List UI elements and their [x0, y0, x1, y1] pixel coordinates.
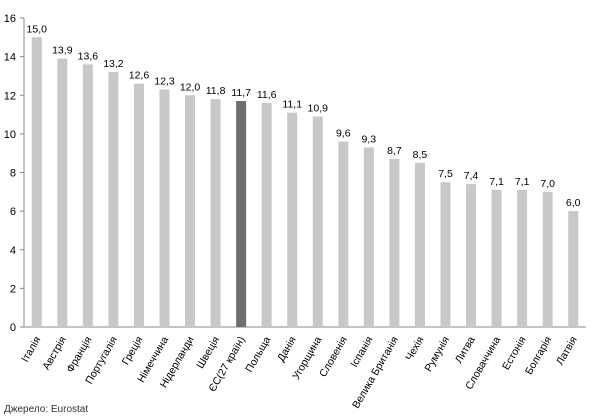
bar-11: [312, 116, 323, 328]
category-label-0: Італія: [19, 335, 43, 365]
bar-15: [414, 162, 425, 327]
data-label-15: 8,5: [413, 149, 428, 161]
bar-10: [287, 112, 298, 327]
data-label-0: 15,0: [27, 23, 48, 35]
bar-16: [440, 182, 451, 327]
data-label-2: 13,6: [78, 50, 99, 62]
bar-17: [466, 184, 477, 327]
data-label-18: 7,1: [489, 176, 504, 188]
data-label-11: 10,9: [308, 102, 329, 114]
bar-18: [491, 189, 502, 327]
y-axis-ticks: 0 2 4 6 8 10 12 14 16: [4, 13, 24, 334]
y-tick-label: 16: [4, 13, 16, 25]
data-labels-group: 15,0 13,9 13,6 13,2 12,6 12,3 12,0 11,8 11,7 11,6…: [27, 23, 581, 209]
category-label-15: Чехія: [403, 335, 426, 363]
bar-12: [338, 141, 349, 327]
y-tick-label: 6: [10, 206, 16, 218]
data-label-20: 7,0: [540, 178, 555, 190]
category-label-4: Греція: [120, 335, 146, 368]
bars-group: [31, 37, 579, 328]
data-label-17: 7,4: [464, 170, 479, 182]
data-label-7: 11,8: [206, 85, 226, 97]
y-tick-label: 14: [4, 52, 16, 64]
bar-4: [133, 83, 144, 327]
bar-6: [185, 95, 196, 327]
bar-0: [31, 37, 42, 327]
category-label-7: Швеція: [194, 335, 222, 371]
y-tick-label: 4: [10, 245, 16, 257]
bar-21: [568, 211, 579, 327]
data-label-9: 11,6: [257, 89, 277, 101]
data-label-5: 12,3: [154, 75, 175, 87]
bar-13: [363, 147, 374, 327]
source-note: Джерело: Eurostat: [4, 404, 89, 415]
bar-19: [517, 189, 528, 327]
data-label-10: 11,1: [282, 99, 302, 111]
bar-5: [159, 89, 170, 327]
data-label-19: 7,1: [515, 176, 530, 188]
data-label-16: 7,5: [438, 168, 453, 180]
category-label-21: Латвія: [554, 335, 580, 368]
y-tick-label: 8: [10, 168, 16, 180]
y-tick-label: 12: [4, 90, 16, 102]
y-tick-label: 10: [4, 129, 16, 141]
category-label-9: Польща: [243, 334, 273, 374]
bar-20: [542, 191, 553, 327]
data-label-13: 9,3: [362, 133, 377, 145]
bar-2: [82, 64, 93, 327]
data-label-6: 12,0: [180, 81, 201, 93]
y-tick-label: 0: [10, 322, 16, 334]
data-label-3: 13,2: [103, 58, 124, 70]
bar-7: [210, 99, 221, 327]
data-label-12: 9,6: [336, 128, 351, 140]
bar-14: [389, 158, 400, 327]
bar-1: [57, 58, 68, 328]
category-label-13: Іспанія: [348, 335, 375, 370]
data-label-14: 8,7: [387, 145, 402, 157]
category-label-17: Литва: [453, 334, 478, 365]
bar-8: [236, 101, 247, 327]
data-label-8: 11,7: [231, 87, 251, 99]
category-label-10: Данія: [275, 335, 299, 364]
bar-3: [108, 72, 119, 327]
y-tick-label: 2: [10, 283, 16, 295]
bar-9: [261, 102, 272, 327]
category-label-16: Румунія: [422, 335, 452, 374]
data-label-21: 6,0: [566, 197, 581, 209]
data-label-4: 12,6: [129, 70, 150, 82]
data-label-1: 13,9: [52, 45, 73, 57]
